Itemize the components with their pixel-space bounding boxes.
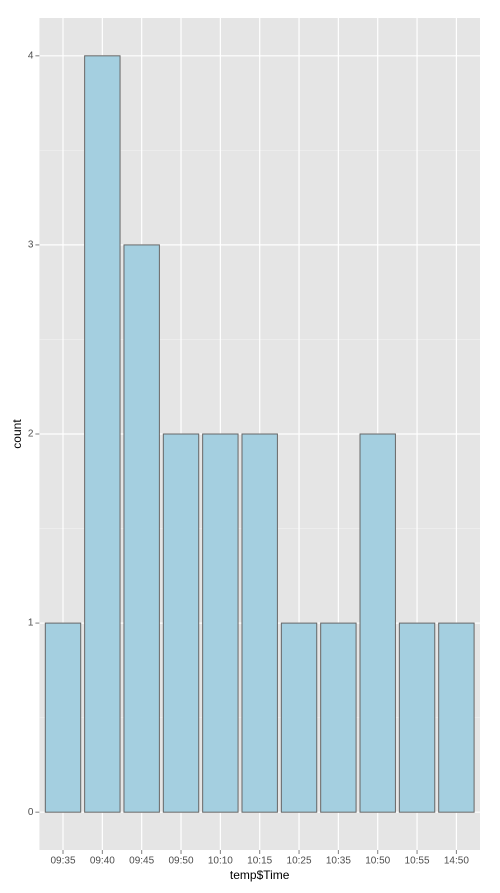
bar	[398, 622, 436, 813]
bar	[438, 622, 475, 813]
x-tick-label: 09:35	[50, 856, 75, 867]
bar	[359, 433, 396, 813]
x-tick-label: 10:10	[208, 856, 233, 867]
x-tick-label: 10:35	[326, 856, 351, 867]
x-tick-label: 10:15	[247, 856, 272, 867]
y-tick-label: 2	[28, 429, 34, 440]
y-tick-label: 1	[28, 618, 34, 629]
y-axis-title: count	[10, 419, 24, 449]
x-tick-label: 09:40	[90, 856, 115, 867]
x-tick-label: 10:25	[287, 856, 312, 867]
bar	[84, 55, 121, 813]
bar	[280, 622, 318, 813]
plot-layer: 0 1 2 3 4 09:35 09:40 09:45 09:50 10:10 10:15 10:25…	[28, 18, 480, 867]
bar	[241, 433, 278, 813]
x-axis-title: temp$Time	[230, 868, 290, 882]
y-tick-label: 0	[28, 807, 34, 818]
bar	[123, 244, 160, 813]
bar	[44, 622, 82, 813]
bar	[162, 433, 200, 813]
bar	[202, 433, 239, 813]
x-tick-label: 14:50	[444, 856, 469, 867]
x-tick-label: 10:50	[365, 856, 390, 867]
x-tick-label: 09:45	[129, 856, 154, 867]
x-tick-label: 09:50	[169, 856, 194, 867]
y-tick-label: 4	[28, 50, 34, 61]
x-tick-label: 10:55	[405, 856, 430, 867]
y-tick-label: 3	[28, 240, 34, 251]
bar	[320, 622, 357, 813]
